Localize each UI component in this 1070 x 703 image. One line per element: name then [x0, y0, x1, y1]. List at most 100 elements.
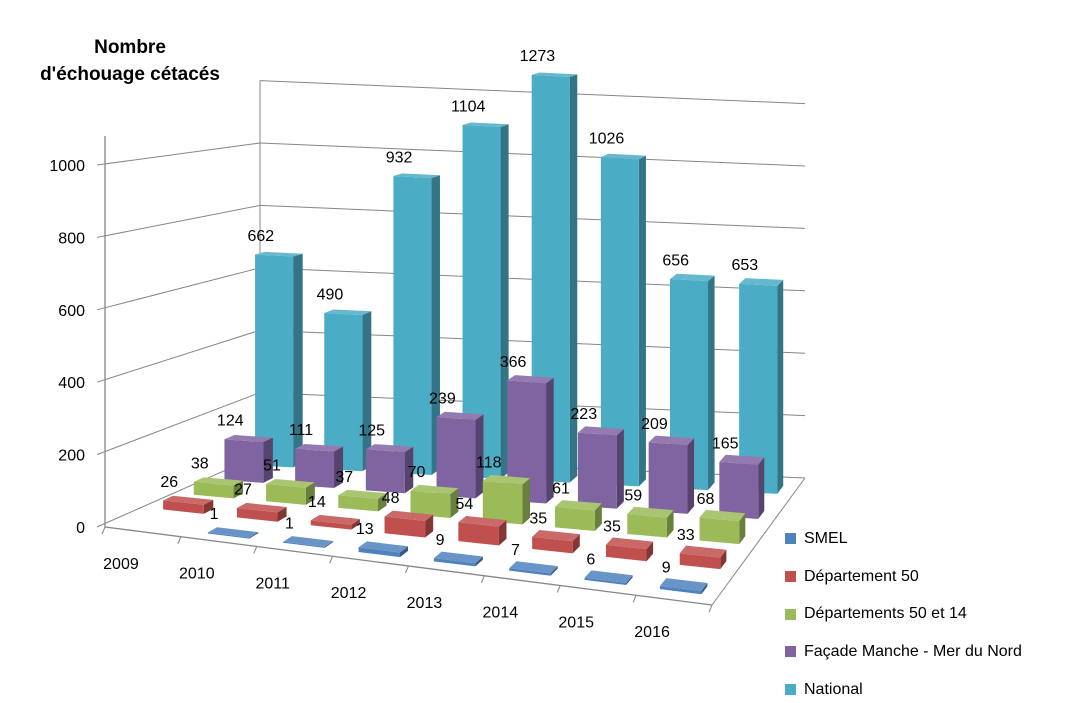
data-label: 366: [500, 354, 527, 371]
data-label: 6: [586, 552, 595, 569]
data-label: 54: [456, 496, 474, 513]
legend-swatch: [785, 684, 796, 696]
bar: [699, 517, 740, 545]
bar-top: [600, 153, 646, 160]
bar-side: [708, 275, 715, 491]
bar-top: [236, 502, 287, 513]
bar-top: [699, 509, 746, 522]
bar: [193, 481, 234, 499]
bar-side: [450, 488, 459, 518]
data-label: 223: [570, 406, 597, 423]
bar-top: [224, 435, 273, 443]
bar-top: [310, 514, 360, 525]
bar-side: [203, 499, 214, 514]
data-label: 51: [263, 458, 281, 475]
bar-side: [687, 438, 695, 514]
bar: [584, 577, 627, 585]
bar: [207, 532, 250, 539]
legend-swatch: [785, 533, 796, 545]
bar-side: [233, 480, 244, 499]
data-label: 61: [552, 480, 570, 497]
data-label: 653: [731, 257, 758, 274]
bar: [310, 520, 352, 530]
data-label: 26: [160, 474, 178, 491]
data-label: 48: [382, 490, 400, 507]
chart-title: Nombre d'échouage cétacés: [20, 34, 240, 88]
bar-side: [334, 446, 344, 489]
y-tick-label: 0: [76, 520, 85, 537]
data-label: 239: [429, 390, 456, 407]
y-tick-label: 600: [58, 303, 85, 320]
bar-top: [458, 515, 507, 527]
bar: [236, 507, 278, 522]
bar-top: [605, 537, 654, 550]
bar-side: [498, 520, 507, 546]
legend-label: Départements 50 et 14: [804, 605, 967, 623]
data-label: 7: [511, 542, 520, 559]
bar: [507, 380, 547, 504]
bar-side: [739, 513, 746, 545]
bar-top: [509, 561, 558, 574]
y-tick-label: 800: [58, 230, 85, 247]
data-label: 38: [191, 455, 209, 472]
bar-top: [531, 72, 578, 77]
bar-side: [378, 493, 387, 512]
bar: [648, 442, 688, 514]
bar-side: [425, 514, 434, 538]
bar-side: [522, 478, 531, 525]
floor-edge: [711, 477, 806, 606]
bar: [384, 516, 426, 538]
bar: [739, 283, 778, 494]
bar: [659, 585, 702, 595]
legend: SMEL Département 50 Départements 50 et 14 F…: [785, 520, 1022, 703]
bar: [509, 568, 551, 576]
bar-top: [436, 411, 484, 420]
bar: [338, 495, 379, 512]
data-label: 9: [662, 560, 671, 577]
x-tick-label: 2013: [407, 595, 443, 612]
bar-top: [338, 489, 387, 499]
data-label: 125: [358, 423, 385, 440]
bar-side: [667, 510, 674, 538]
bar-side: [646, 541, 654, 562]
gridline: [96, 392, 261, 456]
bar-top: [739, 278, 784, 286]
bar-side: [550, 566, 558, 576]
bar-side: [626, 575, 633, 585]
bar: [295, 448, 335, 489]
bar: [365, 449, 405, 494]
legend-item: Département 50: [785, 558, 1022, 596]
x-tick: [632, 595, 637, 603]
bar-top: [482, 474, 531, 485]
data-label: 1: [210, 506, 219, 523]
bar: [410, 490, 451, 518]
title-line: Nombre: [94, 37, 166, 58]
bar-top: [193, 477, 244, 486]
data-label: 37: [335, 469, 353, 486]
bar-top: [266, 479, 315, 488]
bar: [266, 484, 306, 505]
bar: [324, 313, 363, 472]
bar-top: [669, 273, 715, 282]
legend-item: Façade Manche - Mer du Nord: [785, 633, 1022, 671]
data-label: 59: [624, 488, 642, 505]
bar-top: [410, 484, 459, 495]
data-label: 209: [641, 416, 668, 433]
gridline: [96, 142, 261, 166]
bar-top: [555, 500, 602, 511]
bar-top: [507, 375, 554, 384]
x-tick: [480, 575, 485, 583]
bar-side: [277, 507, 287, 522]
bar-side: [777, 279, 784, 494]
bar-side: [399, 546, 409, 558]
bar: [358, 547, 400, 558]
gridline: [96, 204, 261, 238]
bar-side: [546, 377, 554, 504]
bar-top: [648, 435, 695, 446]
gridline: [96, 329, 261, 383]
bar-top: [393, 173, 440, 179]
bar-side: [616, 428, 624, 509]
bar-top: [295, 443, 344, 452]
